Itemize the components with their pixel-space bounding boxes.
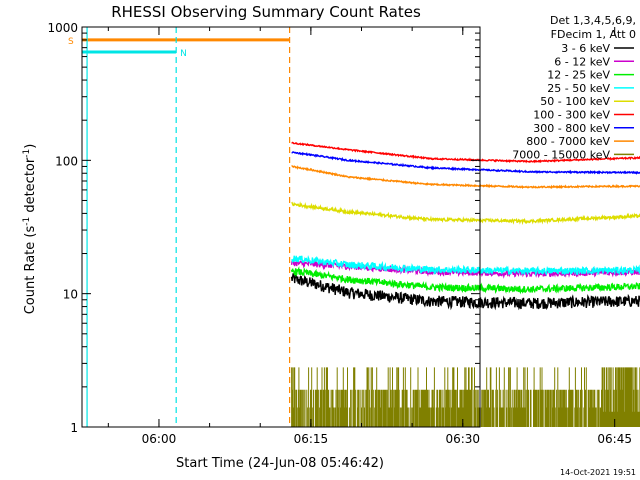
series-0-line — [290, 273, 640, 311]
y-tick-label-1: 10 — [63, 288, 78, 302]
legend-header-line-2: FDecim 1, Att 0 — [551, 28, 636, 41]
legend-label-4: 50 - 100 keV — [540, 95, 610, 108]
plot-frame — [81, 26, 481, 428]
y-axis-label-sup1: -1 — [22, 217, 32, 226]
timestamp: 14-Oct-2021 19:51 — [560, 468, 636, 477]
series-8-line — [291, 367, 640, 427]
legend-label-2: 12 - 25 keV — [547, 69, 610, 82]
series-6-line — [291, 151, 640, 175]
legend-label-7: 800 - 7000 keV — [526, 135, 610, 148]
y-axis-label-sup2: -1 — [22, 149, 32, 158]
legend-header-line-1: Det 1,3,4,5,6,9, — [550, 14, 636, 27]
series-8-spikes — [291, 367, 640, 427]
y-axis-label-mid: detector — [23, 157, 38, 217]
y-axis-label: Count Rate (s-1 detector-1) — [22, 144, 38, 315]
series-2-line — [290, 266, 640, 295]
y-tick-label-0: 1 — [70, 421, 78, 435]
x-axis-label: Start Time (24-Jun-08 05:46:42) — [176, 456, 384, 471]
flag-label-N: N — [180, 49, 187, 59]
y-axis-label-suffix: ) — [23, 144, 38, 149]
legend-label-6: 300 - 800 keV — [533, 122, 610, 135]
legend-label-8: 7000 - 15000 keV — [512, 148, 610, 161]
legend-label-1: 6 - 12 keV — [554, 55, 610, 68]
marker-layer — [86, 27, 291, 427]
legend: Det 1,3,4,5,6,9, FDecim 1, Att 0 3 - 6 k… — [512, 14, 636, 161]
legend-label-3: 25 - 50 keV — [547, 82, 610, 95]
series-3-line — [291, 254, 640, 277]
chart-title: RHESSI Observing Summary Count Rates — [111, 3, 421, 21]
flag-label-S: S — [68, 37, 74, 47]
series-7-line — [291, 164, 640, 190]
series-layer — [290, 141, 640, 427]
y-axis-label-prefix: Count Rate (s — [23, 226, 38, 315]
legend-label-5: 100 - 300 keV — [533, 109, 610, 122]
x-tick-label-1: 06:15 — [294, 432, 329, 446]
series-5-line — [291, 141, 640, 164]
y-tick-label-2: 100 — [55, 154, 78, 168]
series-4-line — [291, 201, 640, 226]
x-tick-label-3: 06:45 — [597, 432, 632, 446]
x-tick-label-0: 06:00 — [142, 432, 177, 446]
y-tick-label-3: 1000 — [47, 21, 78, 35]
legend-label-0: 3 - 6 keV — [561, 42, 610, 55]
flag-layer: SN — [68, 37, 290, 59]
x-tick-label-2: 06:30 — [445, 432, 480, 446]
